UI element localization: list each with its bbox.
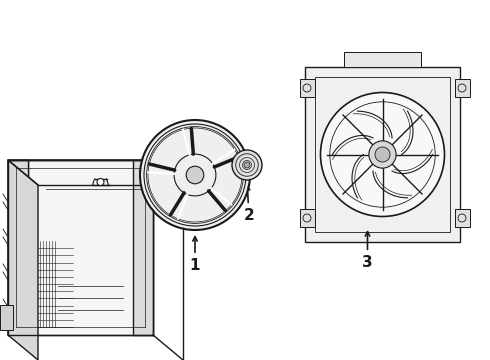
Text: 2: 2 (244, 186, 254, 223)
Polygon shape (8, 160, 153, 335)
Polygon shape (0, 305, 13, 330)
Polygon shape (8, 160, 28, 335)
Polygon shape (8, 160, 183, 185)
Circle shape (97, 179, 104, 185)
Polygon shape (344, 52, 421, 67)
Circle shape (369, 141, 396, 168)
Circle shape (186, 166, 204, 184)
Circle shape (375, 147, 390, 162)
Polygon shape (300, 209, 315, 227)
Text: 3: 3 (362, 231, 373, 270)
Circle shape (320, 93, 444, 216)
Circle shape (244, 162, 250, 168)
Circle shape (232, 150, 262, 180)
Polygon shape (305, 67, 460, 242)
Circle shape (141, 121, 249, 229)
Polygon shape (8, 160, 38, 360)
Polygon shape (455, 79, 470, 97)
Text: 1: 1 (190, 237, 200, 273)
Polygon shape (133, 160, 153, 335)
Polygon shape (300, 79, 315, 97)
Polygon shape (455, 209, 470, 227)
Polygon shape (8, 160, 28, 335)
